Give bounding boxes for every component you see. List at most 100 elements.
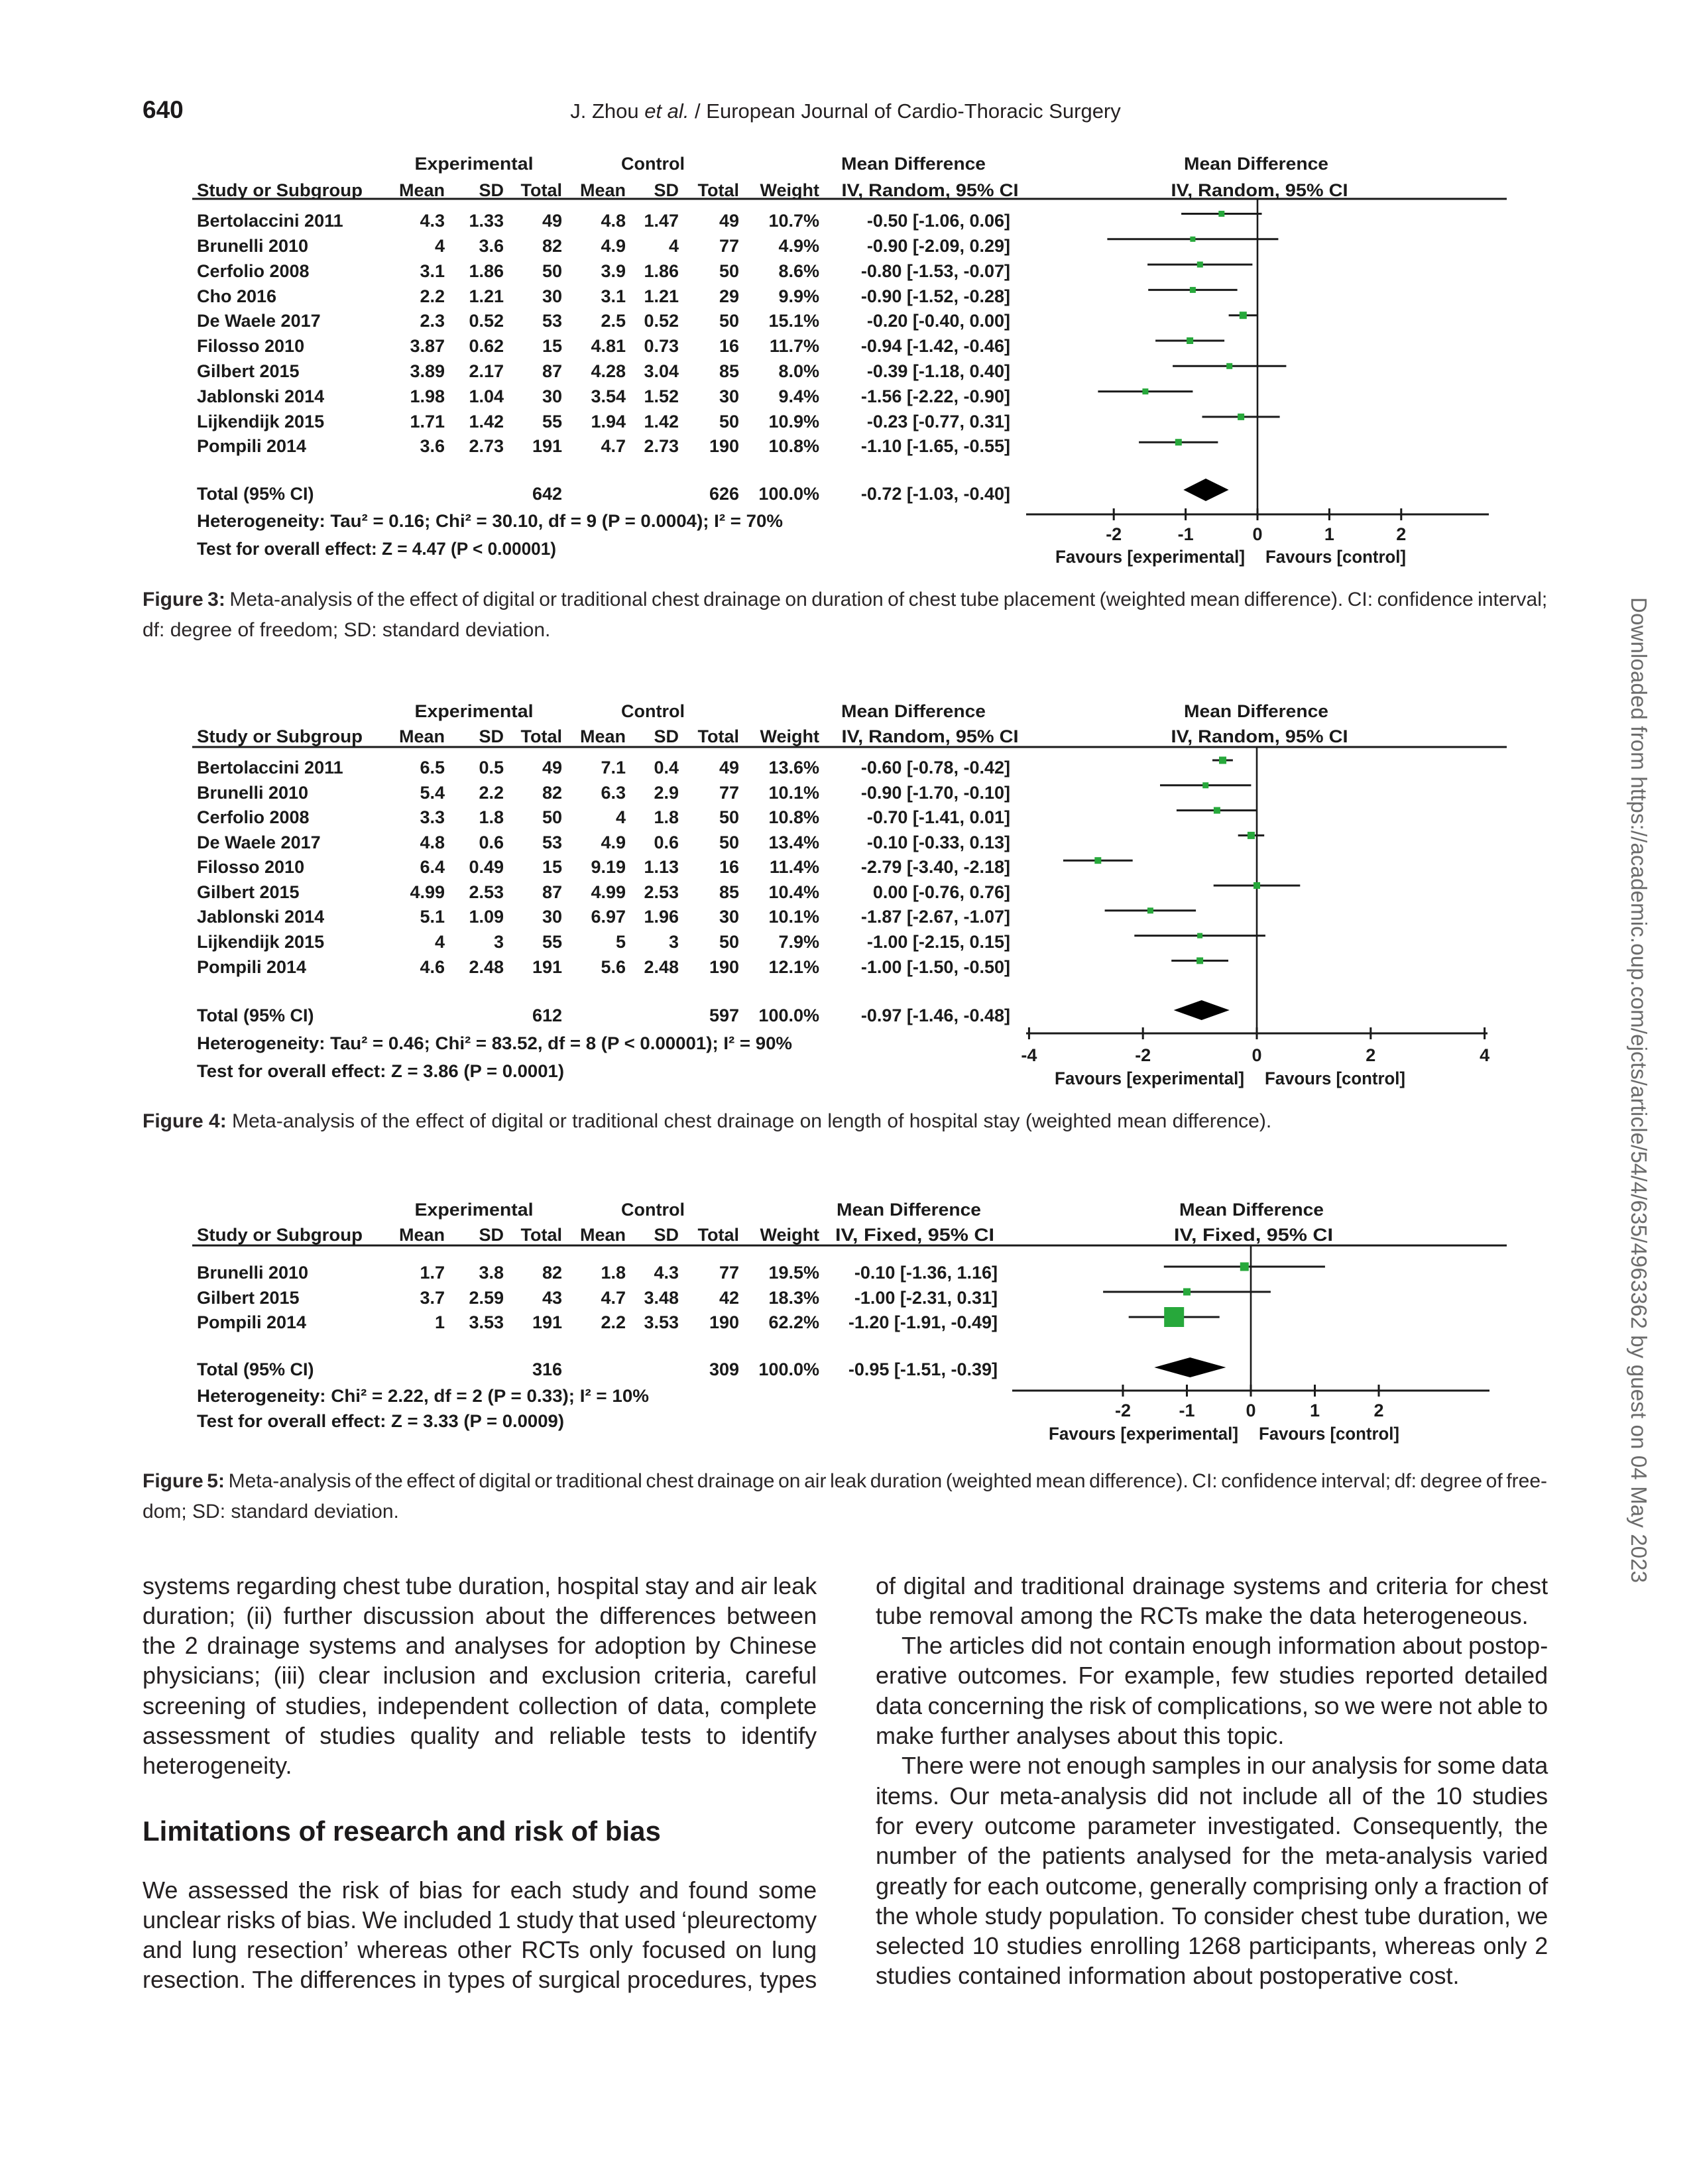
svg-text:82: 82 — [542, 1263, 562, 1283]
svg-text:42: 42 — [719, 1288, 739, 1308]
svg-text:Mean: Mean — [399, 180, 445, 200]
svg-text:Mean Difference: Mean Difference — [841, 154, 986, 174]
svg-text:SD: SD — [479, 726, 504, 746]
svg-text:8.0%: 8.0% — [778, 361, 819, 381]
svg-text:-1: -1 — [1178, 524, 1194, 544]
svg-text:10.1%: 10.1% — [768, 907, 819, 927]
svg-text:-0.20 [-0.40, 0.00]: -0.20 [-0.40, 0.00] — [867, 311, 1010, 331]
svg-text:309: 309 — [709, 1359, 739, 1379]
svg-text:612: 612 — [532, 1006, 562, 1025]
svg-text:191: 191 — [532, 1312, 562, 1332]
svg-text:87: 87 — [542, 882, 562, 902]
svg-text:Mean: Mean — [580, 726, 626, 746]
svg-text:4.9: 4.9 — [601, 236, 626, 256]
svg-text:Total: Total — [698, 1225, 740, 1245]
svg-text:4.6: 4.6 — [420, 957, 445, 977]
svg-text:4: 4 — [669, 236, 679, 256]
svg-text:1: 1 — [1310, 1401, 1320, 1420]
svg-text:Control: Control — [621, 154, 685, 174]
svg-text:3: 3 — [669, 932, 679, 952]
svg-text:10.1%: 10.1% — [768, 783, 819, 803]
svg-text:Control: Control — [621, 1200, 685, 1220]
svg-text:1.21: 1.21 — [469, 286, 504, 306]
svg-text:0.62: 0.62 — [469, 336, 504, 356]
svg-text:-0.95 [-1.51, -0.39]: -0.95 [-1.51, -0.39] — [848, 1359, 998, 1379]
svg-text:2.73: 2.73 — [644, 436, 679, 456]
svg-text:-0.97 [-1.46, -0.48]: -0.97 [-1.46, -0.48] — [861, 1006, 1010, 1025]
svg-text:-0.70 [-1.41, 0.01]: -0.70 [-1.41, 0.01] — [867, 807, 1010, 827]
svg-text:77: 77 — [719, 783, 739, 803]
svg-text:13.4%: 13.4% — [768, 833, 819, 852]
svg-text:4: 4 — [616, 807, 626, 827]
svg-text:Bertolaccini 2011: Bertolaccini 2011 — [197, 758, 343, 777]
svg-text:0.52: 0.52 — [469, 311, 504, 331]
svg-text:1.96: 1.96 — [644, 907, 679, 927]
svg-text:Brunelli 2010: Brunelli 2010 — [197, 783, 308, 803]
svg-text:18.3%: 18.3% — [768, 1288, 819, 1308]
svg-text:3.9: 3.9 — [601, 261, 626, 281]
svg-text:3.8: 3.8 — [479, 1263, 504, 1283]
svg-text:9.9%: 9.9% — [778, 286, 819, 306]
svg-text:10.8%: 10.8% — [768, 807, 819, 827]
svg-text:82: 82 — [542, 236, 562, 256]
svg-text:50: 50 — [719, 932, 739, 952]
svg-text:-0.39 [-1.18, 0.40]: -0.39 [-1.18, 0.40] — [867, 361, 1010, 381]
svg-text:3.1: 3.1 — [601, 286, 626, 306]
svg-text:53: 53 — [542, 311, 562, 331]
svg-text:Favours [control]: Favours [control] — [1265, 547, 1406, 567]
svg-text:Heterogeneity: Tau² = 0.16; Ch: Heterogeneity: Tau² = 0.16; Chi² = 30.10… — [197, 511, 783, 531]
svg-text:IV, Random, 95% CI: IV, Random, 95% CI — [842, 726, 1019, 746]
svg-text:6.3: 6.3 — [601, 783, 626, 803]
svg-text:4: 4 — [435, 932, 445, 952]
svg-text:4.99: 4.99 — [410, 882, 445, 902]
svg-text:Favours [control]: Favours [control] — [1259, 1424, 1399, 1444]
svg-text:Test for overall effect: Z = 3: Test for overall effect: Z = 3.33 (P = 0… — [197, 1411, 564, 1431]
svg-text:Brunelli 2010: Brunelli 2010 — [197, 236, 308, 256]
svg-text:Pompili 2014: Pompili 2014 — [197, 436, 306, 456]
svg-text:10.4%: 10.4% — [768, 882, 819, 902]
svg-text:-1.20 [-1.91, -0.49]: -1.20 [-1.91, -0.49] — [848, 1312, 998, 1332]
svg-text:50: 50 — [719, 807, 739, 827]
svg-text:Experimental: Experimental — [415, 154, 534, 174]
svg-text:Mean: Mean — [580, 180, 626, 200]
svg-text:10.8%: 10.8% — [768, 436, 819, 456]
svg-text:2.48: 2.48 — [644, 957, 679, 977]
svg-text:Mean Difference: Mean Difference — [1184, 701, 1328, 721]
svg-text:2.9: 2.9 — [654, 783, 679, 803]
svg-text:7.9%: 7.9% — [778, 932, 819, 952]
svg-text:2.48: 2.48 — [469, 957, 504, 977]
svg-text:4.8: 4.8 — [420, 833, 445, 852]
svg-text:2.2: 2.2 — [420, 286, 445, 306]
svg-text:Cerfolio 2008: Cerfolio 2008 — [197, 261, 310, 281]
svg-text:0.5: 0.5 — [479, 758, 504, 777]
svg-text:55: 55 — [542, 932, 562, 952]
svg-text:53: 53 — [542, 833, 562, 852]
svg-text:Pompili 2014: Pompili 2014 — [197, 1312, 306, 1332]
svg-text:4.99: 4.99 — [591, 882, 626, 902]
svg-text:Weight: Weight — [760, 180, 820, 200]
svg-text:-0.60 [-0.78, -0.42]: -0.60 [-0.78, -0.42] — [861, 758, 1010, 777]
svg-text:3.6: 3.6 — [420, 436, 445, 456]
svg-text:1.47: 1.47 — [644, 211, 679, 231]
svg-text:-1.00 [-2.31, 0.31]: -1.00 [-2.31, 0.31] — [854, 1288, 998, 1308]
svg-text:-2.79 [-3.40, -2.18]: -2.79 [-3.40, -2.18] — [861, 857, 1010, 877]
svg-text:Control: Control — [621, 701, 685, 721]
svg-text:30: 30 — [542, 286, 562, 306]
svg-text:-0.23 [-0.77, 0.31]: -0.23 [-0.77, 0.31] — [867, 412, 1010, 431]
svg-text:IV, Random, 95% CI: IV, Random, 95% CI — [842, 180, 1019, 200]
svg-text:SD: SD — [479, 180, 504, 200]
svg-text:11.4%: 11.4% — [770, 857, 819, 877]
svg-text:15.1%: 15.1% — [768, 311, 819, 331]
svg-text:2.59: 2.59 — [469, 1288, 504, 1308]
svg-text:Lijkendijk 2015: Lijkendijk 2015 — [197, 412, 324, 431]
svg-text:Cerfolio 2008: Cerfolio 2008 — [197, 807, 310, 827]
svg-text:Mean: Mean — [580, 1225, 626, 1245]
svg-text:-0.80 [-1.53, -0.07]: -0.80 [-1.53, -0.07] — [861, 261, 1010, 281]
svg-text:3.7: 3.7 — [420, 1288, 445, 1308]
svg-text:1.42: 1.42 — [469, 412, 504, 431]
svg-text:IV, Random, 95% CI: IV, Random, 95% CI — [1171, 180, 1348, 200]
svg-text:-0.90 [-2.09, 0.29]: -0.90 [-2.09, 0.29] — [867, 236, 1010, 256]
svg-text:1.94: 1.94 — [591, 412, 626, 431]
svg-text:-0.72 [-1.03, -0.40]: -0.72 [-1.03, -0.40] — [861, 484, 1010, 504]
svg-text:1.86: 1.86 — [469, 261, 504, 281]
